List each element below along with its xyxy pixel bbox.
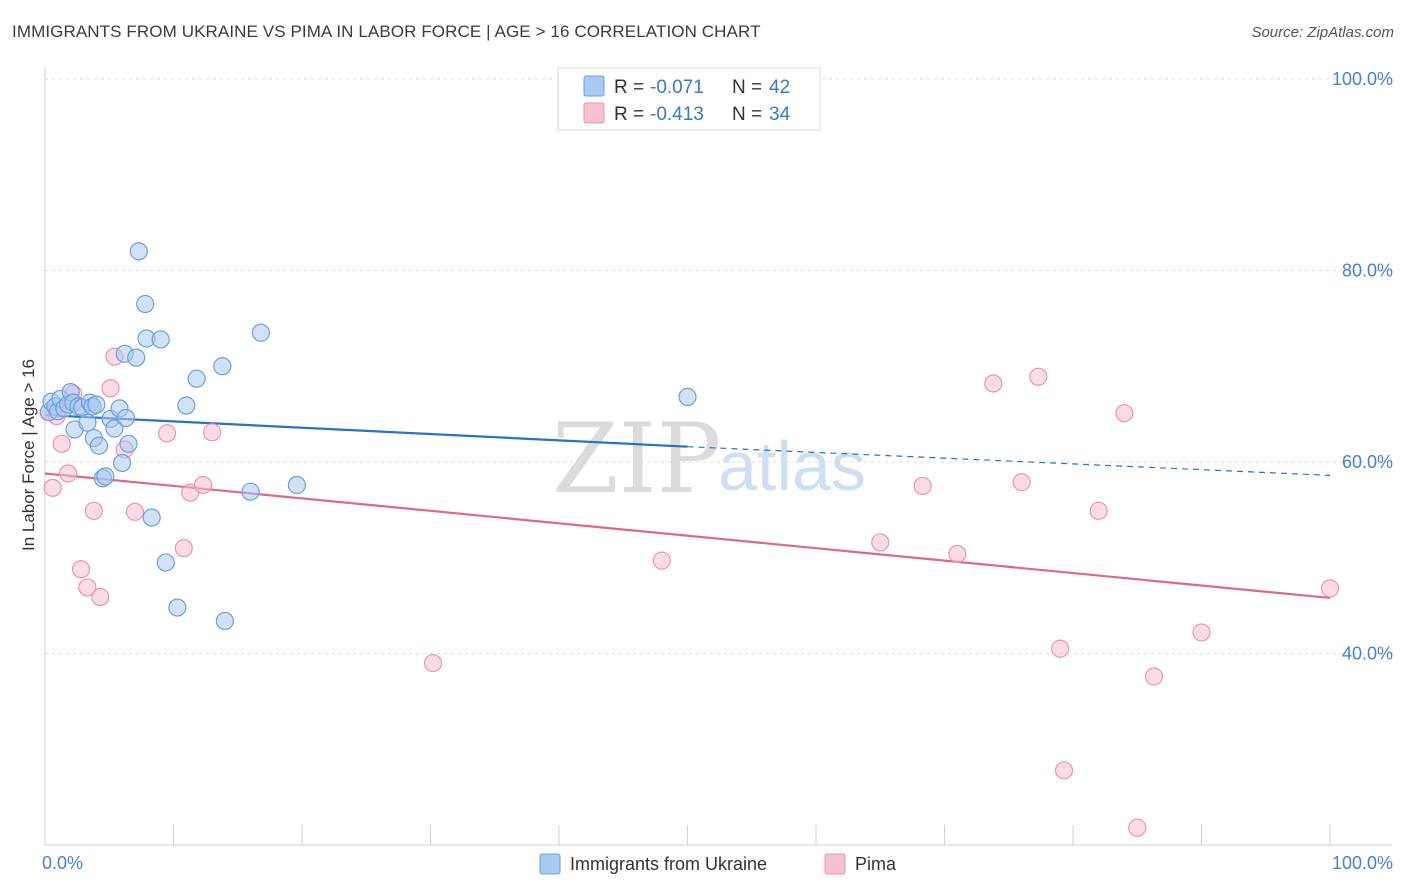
watermark-atlas: atlas xyxy=(718,427,866,505)
legend-n-label-pima: N = xyxy=(732,104,762,125)
point-ukraine-42 xyxy=(678,387,697,406)
point-pima-1 xyxy=(43,478,62,497)
point-ukraine-32 xyxy=(151,330,170,349)
point-ukraine-41 xyxy=(287,475,306,495)
point-ukraine-37 xyxy=(213,357,232,376)
point-pima-30 xyxy=(1115,404,1134,423)
point-pima-27 xyxy=(1051,639,1070,658)
point-ukraine-17 xyxy=(89,436,109,455)
point-ukraine-35 xyxy=(177,396,196,415)
grid-lines xyxy=(45,78,1392,654)
legend-swatch-ukraine xyxy=(583,75,605,97)
x-tick-label-1: 100.0% xyxy=(1332,853,1393,873)
point-ukraine-27 xyxy=(127,348,146,367)
point-ukraine-16 xyxy=(87,395,106,414)
point-pima-7 xyxy=(78,578,97,597)
point-pima-32 xyxy=(1144,667,1164,686)
point-ukraine-23 xyxy=(112,453,132,473)
bottom-legend-label-pima: Pima xyxy=(855,854,897,874)
axes xyxy=(44,67,1392,846)
point-ukraine-24 xyxy=(116,408,136,428)
point-ukraine-19 xyxy=(96,467,115,486)
point-pima-10 xyxy=(101,379,120,398)
point-pima-4 xyxy=(59,464,78,483)
point-pima-3 xyxy=(52,434,71,453)
y-tick-label-1: 80.0% xyxy=(1342,261,1393,281)
legend-r-label-ukraine: R = xyxy=(614,77,644,98)
point-pima-23 xyxy=(948,544,967,564)
point-pima-13 xyxy=(125,502,145,521)
point-pima-29 xyxy=(1089,501,1108,520)
point-pima-24 xyxy=(984,374,1003,393)
trend-line-ukraine-extension xyxy=(687,446,1331,477)
chart-title: IMMIGRANTS FROM UKRAINE VS PIMA IN LABOR… xyxy=(12,22,761,41)
point-ukraine-12 xyxy=(78,413,97,432)
legend-n-value-ukraine: 42 xyxy=(769,77,790,98)
point-pima-6 xyxy=(71,560,91,579)
point-pima-21 xyxy=(871,533,890,552)
point-pima-9 xyxy=(91,587,110,607)
y-tick-label-0: 100.0% xyxy=(1332,69,1393,89)
point-ukraine-36 xyxy=(187,369,206,388)
x-tick-label-0: 0.0% xyxy=(42,853,83,873)
point-ukraine-38 xyxy=(215,611,234,631)
y-axis-label: In Labor Force | Age > 16 xyxy=(19,359,38,551)
watermark: ZIP atlas xyxy=(552,403,866,515)
point-pima-20 xyxy=(652,551,671,570)
trend-line-ukraine xyxy=(44,413,688,448)
watermark-zip: ZIP xyxy=(552,403,721,515)
point-pima-15 xyxy=(174,539,193,558)
legend-r-value-pima: -0.413 xyxy=(650,104,704,125)
point-pima-19 xyxy=(423,653,443,673)
bottom-legend-swatch-ukraine xyxy=(539,853,561,875)
legend-box: R = -0.071 N = 42 R = -0.413 N = 34 xyxy=(557,67,821,131)
point-pima-33 xyxy=(1192,623,1211,642)
point-ukraine-29 xyxy=(136,294,155,314)
point-pima-18 xyxy=(202,423,222,442)
point-ukraine-28 xyxy=(129,242,148,261)
point-pima-26 xyxy=(1029,367,1048,386)
point-pima-31 xyxy=(1128,818,1147,837)
y-tick-label-2: 60.0% xyxy=(1342,452,1393,472)
point-ukraine-31 xyxy=(142,508,161,527)
point-pima-28 xyxy=(1054,761,1074,780)
legend-r-label-pima: R = xyxy=(614,104,644,125)
bottom-legend-label-ukraine: Immigrants from Ukraine xyxy=(570,854,767,874)
point-ukraine-21 xyxy=(105,419,124,438)
point-pima-34 xyxy=(1320,579,1340,598)
bottom-legend-swatch-pima xyxy=(824,853,846,875)
tick-labels: 100.0% 80.0% 60.0% 40.0% 0.0% 100.0% xyxy=(42,69,1393,873)
point-pima-17 xyxy=(193,475,213,495)
point-ukraine-40 xyxy=(251,323,270,342)
y-tick-label-3: 40.0% xyxy=(1342,644,1393,664)
bottom-legend: Immigrants from Ukraine Pima xyxy=(539,853,897,875)
legend-n-value-pima: 34 xyxy=(769,104,791,125)
data-points xyxy=(39,242,1340,837)
point-pima-22 xyxy=(913,476,932,496)
point-pima-8 xyxy=(84,501,103,520)
legend-r-value-ukraine: -0.071 xyxy=(650,77,704,98)
point-ukraine-33 xyxy=(156,553,175,572)
point-ukraine-25 xyxy=(119,434,138,453)
legend-n-label-ukraine: N = xyxy=(732,77,762,98)
point-pima-14 xyxy=(157,424,177,443)
source-label: Source: ZipAtlas.com xyxy=(1251,24,1394,41)
point-ukraine-39 xyxy=(241,482,260,501)
point-ukraine-34 xyxy=(168,598,187,617)
legend-swatch-pima xyxy=(583,102,605,124)
point-pima-25 xyxy=(1012,473,1031,492)
